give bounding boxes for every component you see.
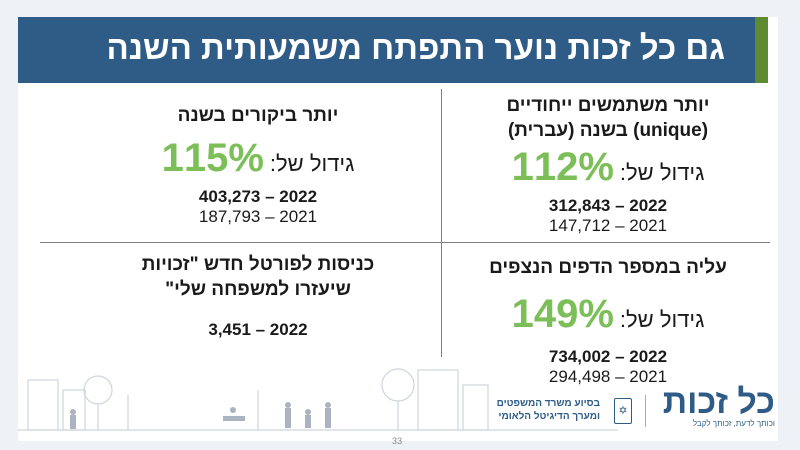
growth-value: 112% xyxy=(511,145,614,189)
kol-zchut-logo: כל זכות וכותך לדעת, זכותך לקבל xyxy=(655,385,775,435)
title-band: גם כל זכות נוער התפתח משמעותית השנה xyxy=(18,17,755,83)
value-2022: 734,002 – 2022 xyxy=(548,347,668,366)
page-title: גם כל זכות נוער התפתח משמעותית השנה xyxy=(106,29,725,66)
growth-label: גידול של: xyxy=(619,307,705,332)
growth-value: 149% xyxy=(511,292,614,336)
value-2021: 147,712 – 2021 xyxy=(548,216,668,235)
stat-visits: יותר ביקורים בשנה גידול של:115% 403,273 … xyxy=(108,103,408,227)
stat-heading: יותר משתמשים ייחודיים xyxy=(506,95,710,116)
slide: גם כל זכות נוער התפתח משמעותית השנה יותר… xyxy=(18,17,778,441)
divider-horizontal xyxy=(40,242,770,243)
stat-pageviews: עליה במספר הדפים הנצפים גידול של:149% 73… xyxy=(458,255,758,387)
value-2022: 312,843 – 2022 xyxy=(548,196,668,215)
stat-heading: עליה במספר הדפים הנצפים xyxy=(489,257,727,278)
menorah-emblem-icon: ✡ xyxy=(614,398,632,424)
footer-separator xyxy=(645,395,646,427)
stat-unique-users: יותר משתמשים ייחודיים (unique) בשנה (עבר… xyxy=(458,93,758,236)
logo-tagline: וכותך לדעת, זכותך לקבל xyxy=(692,419,775,428)
growth-label: גידול של: xyxy=(619,160,705,185)
growth-value: 115% xyxy=(161,136,264,180)
city-illustration xyxy=(18,368,618,431)
support-line: בסיוע משרד המשפטים xyxy=(496,398,600,409)
stat-portal-entries: כניסות לפורטל חדש "זכויות שיעזרו למשפחה … xyxy=(108,252,408,340)
stat-heading: (unique) בשנה (עברית) xyxy=(507,120,709,141)
growth-label: גידול של: xyxy=(269,151,355,176)
value-2021: 187,793 – 2021 xyxy=(198,207,318,226)
stat-heading: יותר ביקורים בשנה xyxy=(177,105,339,126)
stat-heading: שיעזרו למשפחה שלי" xyxy=(165,279,351,300)
value-2022: 3,451 – 2022 xyxy=(208,320,308,339)
support-text: בסיוע משרד המשפטים ומערך הדיגיטל הלאומי xyxy=(497,397,600,423)
page-number: 33 xyxy=(392,436,403,446)
stat-heading: כניסות לפורטל חדש "זכויות xyxy=(141,254,375,275)
divider-vertical xyxy=(441,89,442,357)
accent-strip xyxy=(755,17,768,83)
support-line: ומערך הדיגיטל הלאומי xyxy=(498,411,600,422)
value-2022: 403,273 – 2022 xyxy=(198,187,318,206)
value-2021: 294,498 – 2021 xyxy=(548,367,668,386)
logo-text: כל זכות xyxy=(662,383,775,421)
